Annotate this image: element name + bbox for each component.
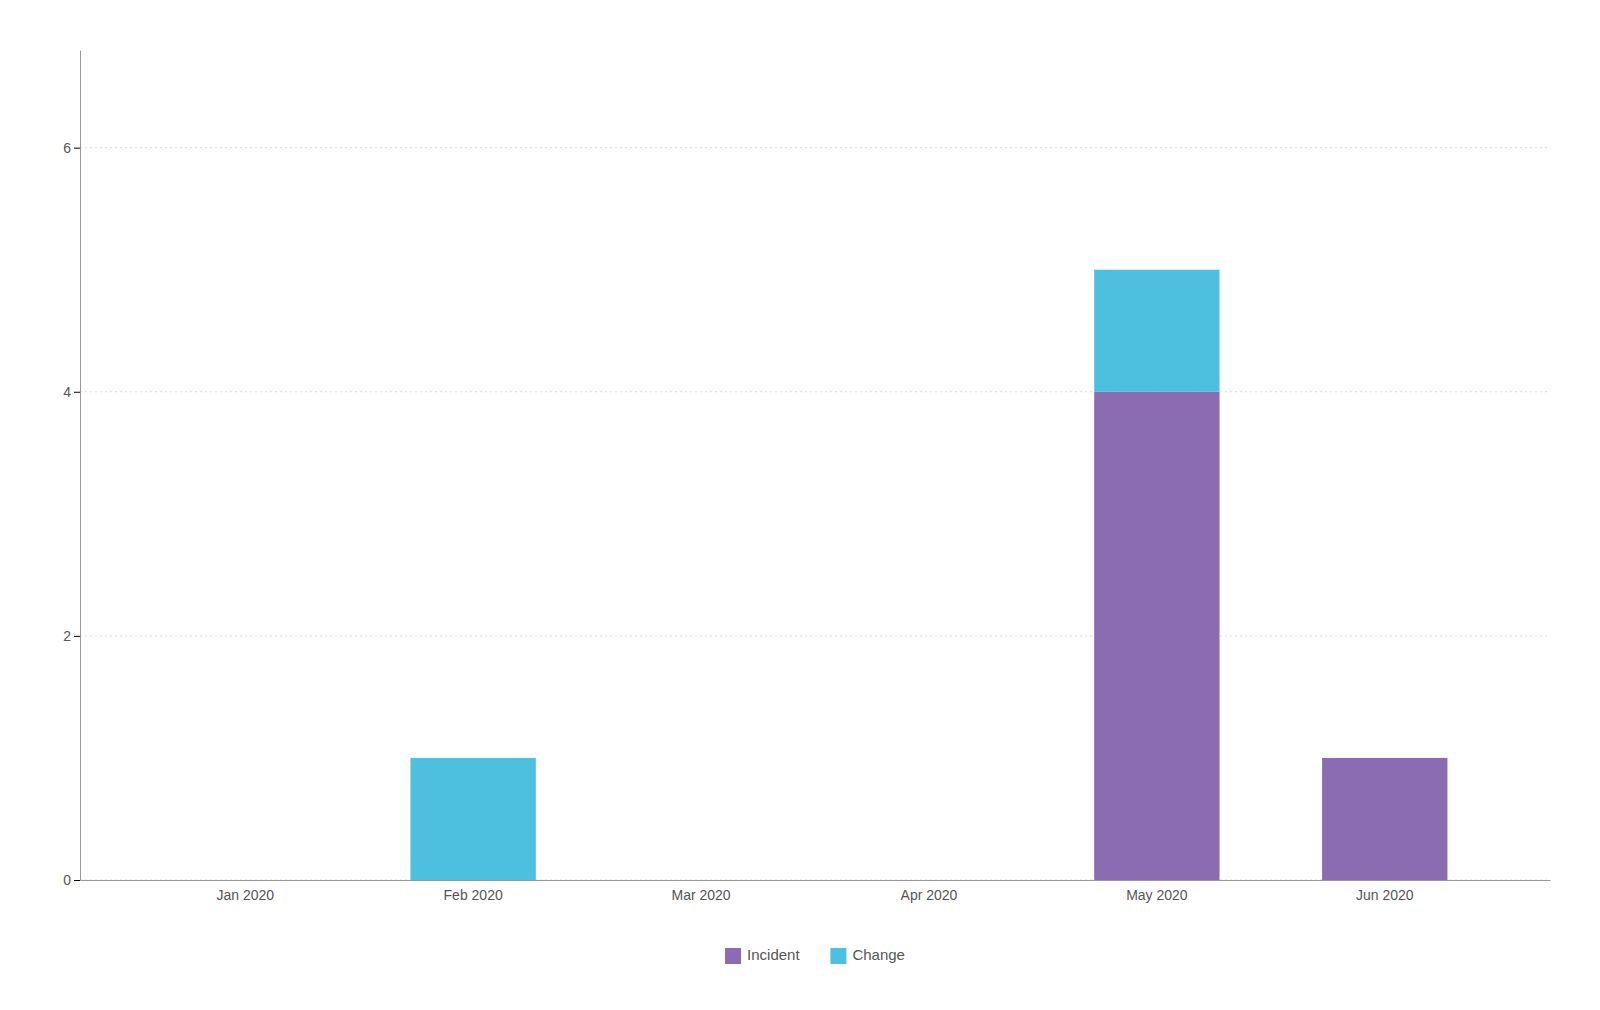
y-tick: 2 <box>63 628 80 644</box>
grid-line <box>80 147 1550 148</box>
y-tick-label: 4 <box>63 384 71 400</box>
bar <box>638 880 763 881</box>
series <box>410 270 1219 880</box>
x-tick: May 2020 <box>1126 880 1188 903</box>
y-tick-mark <box>74 148 80 149</box>
grid-line <box>80 391 1550 392</box>
y-axis: 0 2 4 6 <box>63 51 80 888</box>
bar <box>638 880 763 881</box>
plot: Jan 2020 Feb 2020 Mar 2020 Apr 2020 May 2020… <box>63 51 1550 903</box>
bar <box>1322 758 1447 880</box>
bar <box>866 880 991 881</box>
x-tick-label: May 2020 <box>1126 887 1188 903</box>
x-tick: Jan 2020 <box>216 880 274 903</box>
legend-item: Change <box>830 946 905 964</box>
y-tick: 6 <box>63 140 80 156</box>
bar <box>1094 270 1219 392</box>
x-tick: Feb 2020 <box>444 880 503 903</box>
x-tick: Mar 2020 <box>671 880 730 903</box>
x-tick-label: Jan 2020 <box>216 887 274 903</box>
bar <box>183 880 308 881</box>
x-axis: Jan 2020 Feb 2020 Mar 2020 Apr 2020 May 2020… <box>81 880 1551 903</box>
y-axis-line <box>80 51 81 881</box>
y-tick: 4 <box>63 384 80 400</box>
series <box>1094 392 1447 880</box>
x-axis-line <box>81 880 1551 881</box>
legend-swatch <box>725 948 741 964</box>
legend: Incident Change <box>725 946 905 964</box>
x-tick: Apr 2020 <box>901 880 958 903</box>
chart: Jan 2020 Feb 2020 Mar 2020 Apr 2020 May 2020… <box>0 0 1600 1010</box>
legend-label: Incident <box>747 946 800 963</box>
legend-swatch <box>830 948 846 964</box>
legend-item: Incident <box>725 946 800 964</box>
y-tick: 0 <box>63 872 80 888</box>
bar <box>1094 392 1219 880</box>
grid <box>80 148 1550 880</box>
y-tick-mark <box>74 392 80 393</box>
x-tick-label: Jun 2020 <box>1356 887 1414 903</box>
y-tick-label: 0 <box>63 872 71 888</box>
bar <box>410 758 535 880</box>
y-tick-mark <box>74 880 80 881</box>
y-tick-label: 6 <box>63 140 71 156</box>
x-tick-label: Mar 2020 <box>671 887 730 903</box>
x-tick: Jun 2020 <box>1356 880 1414 903</box>
bars <box>410 270 1447 880</box>
bar <box>183 880 308 881</box>
bar <box>1322 757 1447 758</box>
x-tick-label: Apr 2020 <box>901 887 958 903</box>
y-tick-mark <box>74 636 80 637</box>
grid-line <box>80 635 1550 636</box>
legend-label: Change <box>852 946 905 963</box>
bar <box>866 880 991 881</box>
x-tick-label: Feb 2020 <box>444 887 503 903</box>
y-tick-label: 2 <box>63 628 71 644</box>
